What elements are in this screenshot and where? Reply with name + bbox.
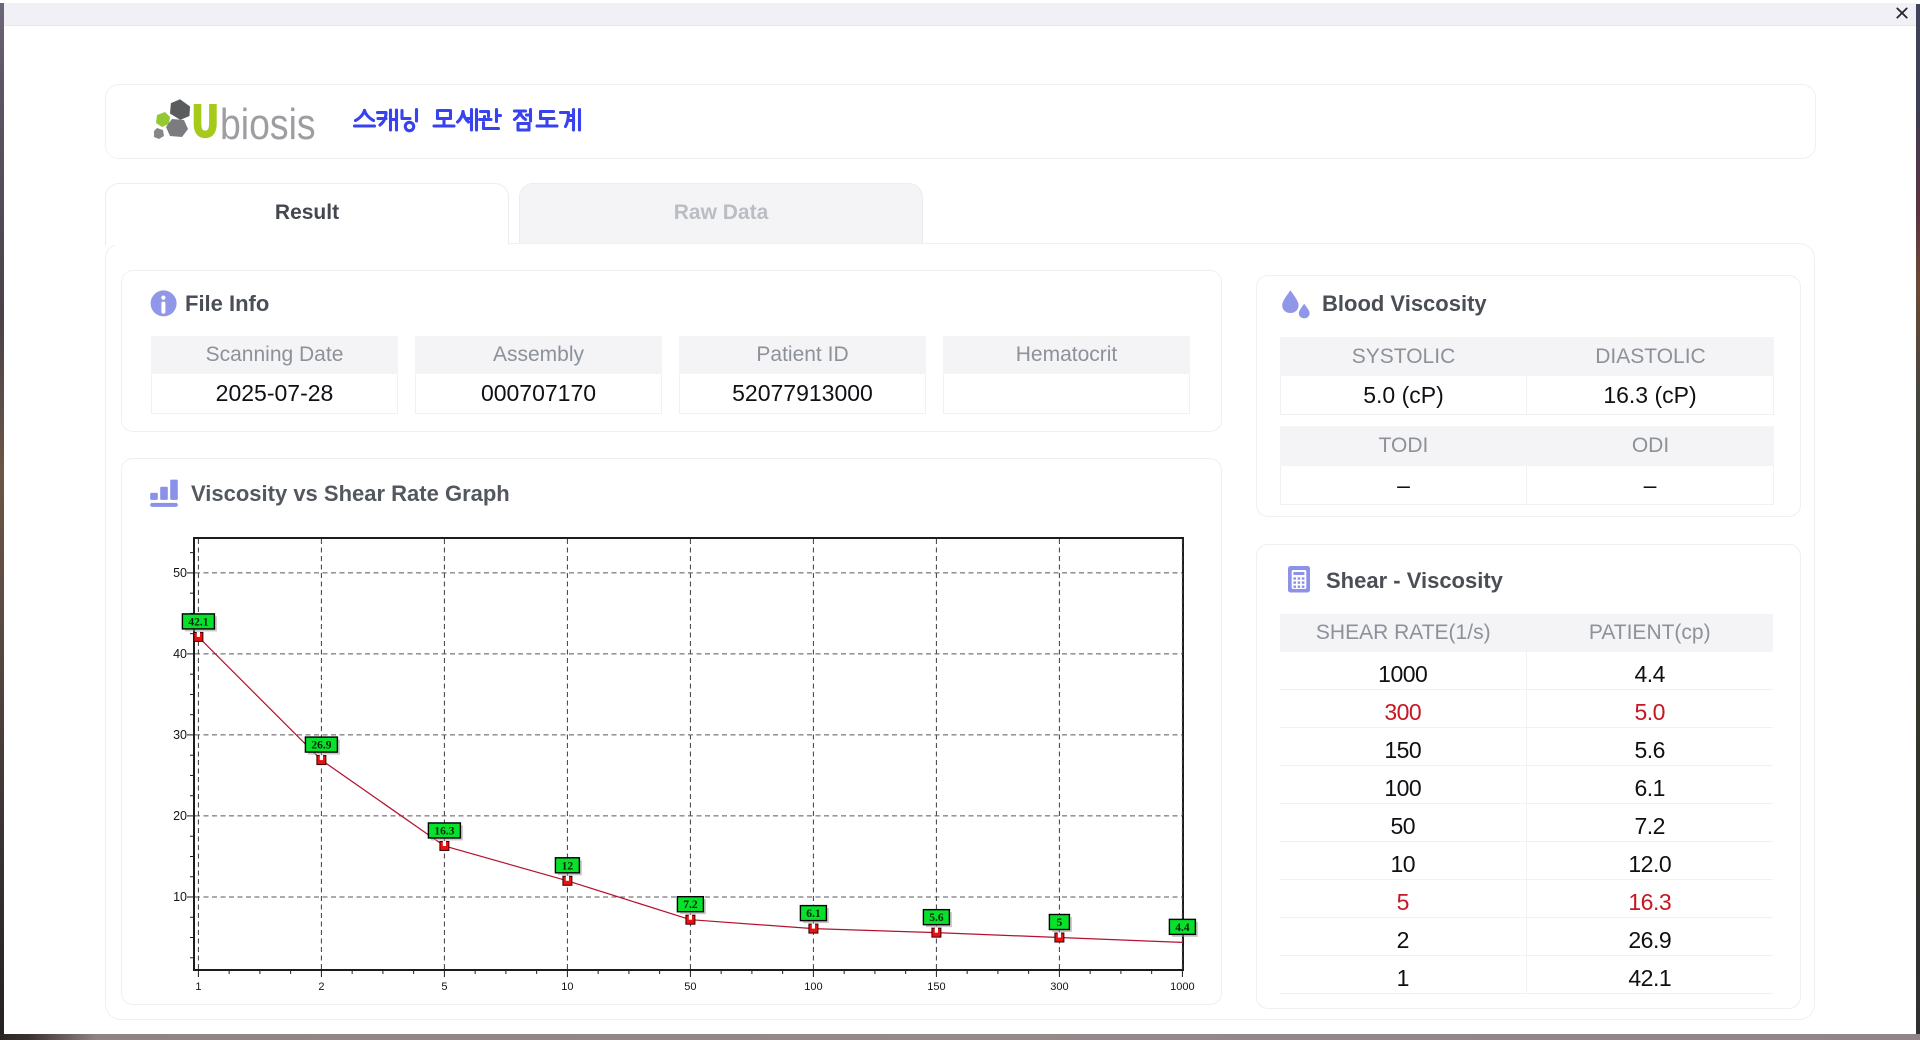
svg-text:5: 5 bbox=[441, 981, 447, 993]
svg-text:10: 10 bbox=[173, 890, 187, 904]
svg-text:5.6: 5.6 bbox=[929, 912, 944, 924]
svg-text:4.4: 4.4 bbox=[1175, 922, 1190, 934]
svg-text:100: 100 bbox=[804, 981, 822, 993]
svg-text:50: 50 bbox=[684, 981, 696, 993]
svg-text:300: 300 bbox=[1050, 981, 1068, 993]
svg-text:26.9: 26.9 bbox=[311, 740, 331, 752]
svg-text:10: 10 bbox=[561, 981, 573, 993]
svg-text:150: 150 bbox=[927, 981, 945, 993]
svg-text:2: 2 bbox=[318, 981, 324, 993]
svg-text:30: 30 bbox=[173, 728, 187, 742]
svg-text:40: 40 bbox=[173, 647, 187, 661]
svg-text:50: 50 bbox=[173, 566, 187, 580]
svg-text:7.2: 7.2 bbox=[683, 899, 698, 911]
svg-text:5: 5 bbox=[1057, 917, 1063, 929]
svg-text:1: 1 bbox=[195, 981, 201, 993]
svg-text:6.1: 6.1 bbox=[806, 908, 821, 920]
svg-text:1000: 1000 bbox=[1170, 981, 1194, 993]
svg-text:12: 12 bbox=[562, 860, 574, 872]
svg-text:20: 20 bbox=[173, 809, 187, 823]
svg-text:16.3: 16.3 bbox=[434, 825, 454, 837]
svg-text:42.1: 42.1 bbox=[188, 616, 208, 628]
